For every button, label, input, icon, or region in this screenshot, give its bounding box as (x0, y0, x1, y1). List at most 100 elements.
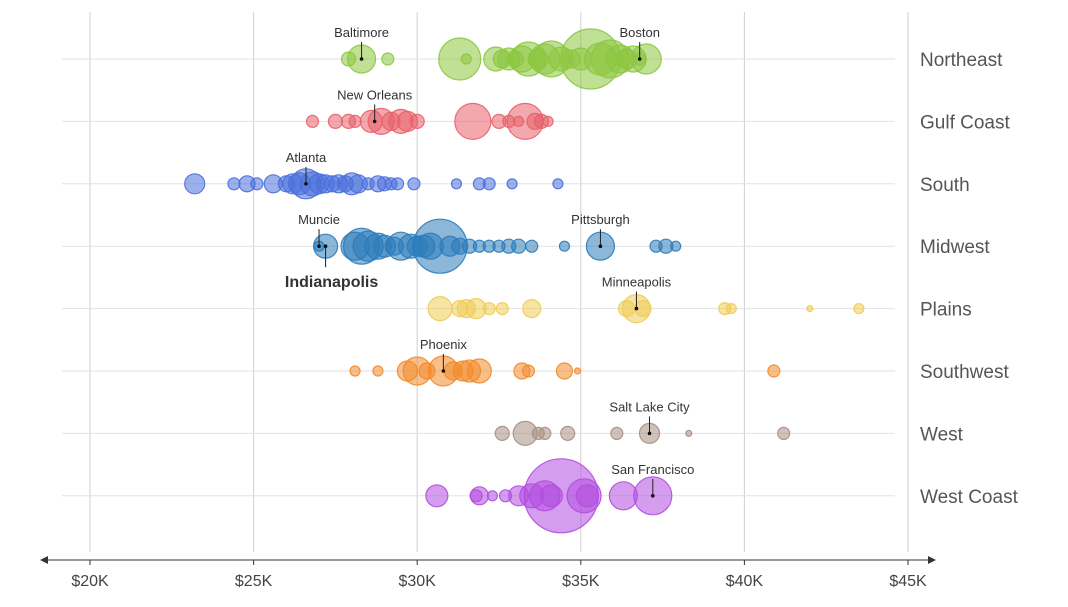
x-tick-label-35k: $35K (562, 573, 600, 590)
rows: Northeast Gulf Coast South Midwest Plains Sou… (62, 50, 1019, 508)
bubble-plains[interactable] (806, 305, 814, 313)
bubble-midwest[interactable] (649, 239, 663, 253)
bubble-southwest[interactable] (418, 362, 436, 380)
bubble-west[interactable] (610, 426, 624, 440)
bubble-midwest[interactable] (406, 235, 428, 257)
bubble-south[interactable] (277, 175, 295, 193)
bubble-northeast[interactable] (527, 48, 549, 70)
bubble-gulf-coast[interactable] (305, 114, 320, 129)
bubble-west[interactable] (777, 426, 791, 440)
bubble-south[interactable] (506, 178, 518, 190)
bubble-west-coast[interactable] (486, 490, 499, 502)
bubble-gulf-coast[interactable] (454, 102, 492, 141)
bubble-midwest[interactable] (670, 240, 682, 252)
bubble-west[interactable] (538, 426, 552, 440)
city-label-boston: Boston (619, 25, 659, 40)
bubble-midwest[interactable] (558, 240, 571, 252)
bubble-midwest[interactable] (511, 238, 527, 254)
x-tick-label-30k: $30K (399, 573, 437, 590)
bubble-southwest[interactable] (521, 364, 536, 378)
bubble-west[interactable] (494, 425, 510, 441)
marker-dot-baltimore (359, 57, 364, 61)
city-label-muncie: Muncie (298, 212, 340, 227)
bubble-west-coast[interactable] (498, 489, 513, 503)
marker-dot-minneapolis (634, 306, 639, 311)
bubble-plains[interactable] (725, 303, 737, 315)
bubble-plains[interactable] (427, 296, 453, 322)
region-label-plains: Plains (920, 300, 972, 321)
bubble-west-coast[interactable] (608, 481, 638, 511)
bubble-southwest[interactable] (573, 367, 582, 375)
bubble-plains[interactable] (451, 300, 469, 318)
city-label-san-francisco: San Francisco (611, 462, 694, 477)
bubble-northeast[interactable] (438, 37, 482, 81)
x-tick-label-20k: $20K (71, 573, 109, 590)
bubble-west[interactable] (685, 429, 693, 437)
bubble-gulf-coast[interactable] (359, 109, 383, 134)
marker-dot-muncie (317, 244, 321, 248)
bubble-northeast[interactable] (381, 52, 395, 66)
marker-dot-atlanta (304, 182, 308, 186)
bubble-southwest[interactable] (396, 360, 418, 382)
region-label-southwest: Southwest (920, 362, 1009, 383)
bubble-plains[interactable] (522, 299, 542, 319)
bubble-northeast[interactable] (340, 51, 357, 67)
bubble-west[interactable] (560, 425, 576, 441)
marker-dot-phoenix (441, 369, 446, 373)
marker-dot-new-orleans (372, 119, 377, 124)
bubble-southwest[interactable] (443, 361, 463, 381)
bubble-south[interactable] (482, 177, 496, 191)
bubble-south[interactable] (361, 177, 375, 191)
bubble-west-coast[interactable] (539, 484, 563, 508)
bubble-plains[interactable] (853, 303, 865, 315)
bubble-west-coast[interactable] (425, 484, 449, 508)
bubble-gulf-coast[interactable] (542, 115, 554, 128)
bubble-gulf-coast[interactable] (348, 114, 362, 129)
bubble-south[interactable] (407, 177, 421, 191)
bubble-southwest[interactable] (372, 365, 384, 377)
bubble-gulf-coast[interactable] (502, 114, 516, 129)
region-label-west-coast: West Coast (920, 487, 1019, 508)
region-label-west: West (920, 424, 964, 445)
bubble-west-coast[interactable] (575, 484, 599, 508)
bubble-gulf-coast[interactable] (327, 113, 343, 130)
bubble-plains[interactable] (495, 302, 509, 316)
marker-dot-san-francisco (650, 494, 655, 498)
bubble-south[interactable] (184, 173, 206, 195)
bubble-midwest[interactable] (384, 236, 404, 256)
bubble-south[interactable] (450, 178, 463, 190)
bubble-west-coast[interactable] (469, 489, 483, 503)
bubble-midwest[interactable] (525, 239, 539, 253)
marker-dot-boston (637, 57, 642, 61)
x-axis: $20K $25K $30K $35K $40K $45K (40, 556, 936, 590)
city-label-atlanta: Atlanta (286, 150, 327, 165)
bubble-southwest[interactable] (767, 364, 781, 378)
city-label-baltimore: Baltimore (334, 25, 389, 40)
bubble-south[interactable] (227, 177, 241, 191)
bubble-south[interactable] (250, 177, 264, 191)
bubble-northeast[interactable] (460, 53, 472, 65)
bubble-gulf-coast[interactable] (513, 115, 525, 128)
bubble-gulf-coast[interactable] (381, 111, 401, 132)
labels: Baltimore Boston New Orleans Atlanta Muncie P… (285, 25, 694, 498)
bubble-midwest[interactable] (492, 239, 506, 253)
bubble-south[interactable] (390, 177, 405, 191)
bubble-southwest[interactable] (349, 365, 361, 377)
axis-arrow-left-icon (40, 556, 48, 564)
bubble-gulf-coast[interactable] (409, 113, 425, 130)
bubble-plains[interactable] (618, 300, 636, 318)
x-tick-label-40k: $40K (726, 573, 764, 590)
city-label-phoenix: Phoenix (420, 337, 467, 352)
bubble-south[interactable] (552, 178, 564, 190)
bubble-northeast[interactable] (506, 50, 524, 68)
bubble-southwest[interactable] (555, 362, 574, 380)
bubble-plains[interactable] (482, 302, 496, 316)
bubble-northeast[interactable] (561, 49, 581, 69)
bubble-south[interactable] (336, 175, 354, 193)
x-tick-label-45k: $45K (889, 573, 927, 590)
bubbles (184, 28, 865, 534)
city-label-minneapolis: Minneapolis (602, 275, 672, 290)
marker-dot-salt-lake-city (647, 431, 652, 436)
